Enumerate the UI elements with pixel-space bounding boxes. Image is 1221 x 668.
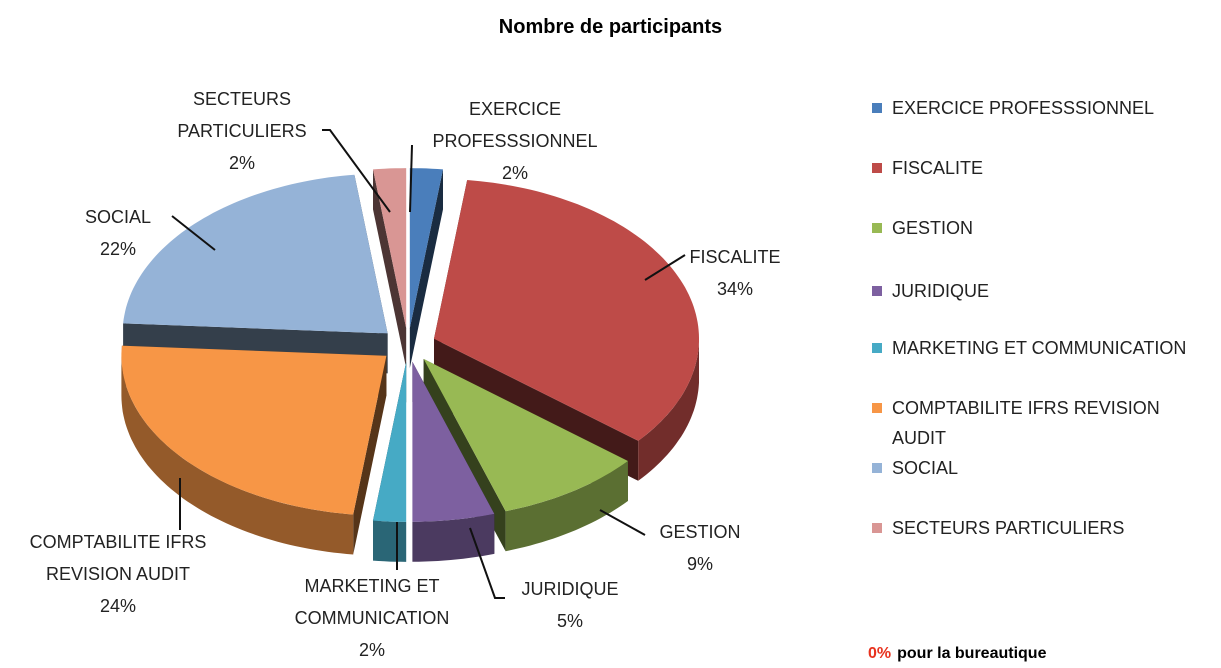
data-label-value: 2%	[501, 163, 528, 183]
legend-swatch	[872, 286, 882, 296]
data-label: SECTEURS PARTICULIERS 2%	[172, 83, 312, 179]
data-label-name: MARKETING ET COMMUNICATION	[294, 576, 450, 628]
data-label-name: GESTION	[659, 522, 741, 542]
legend-swatch	[872, 403, 882, 413]
data-label-value: 2%	[228, 153, 255, 173]
slice	[123, 174, 388, 334]
slice-wall	[412, 513, 495, 562]
legend-item: MARKETING ET COMMUNICATION	[872, 333, 1212, 363]
leader-line	[599, 509, 646, 536]
leader-line	[322, 129, 391, 213]
leader-line	[469, 527, 505, 599]
annotation-value: 0%	[868, 645, 892, 662]
legend-item: FISCALITE	[872, 153, 1212, 183]
data-label: GESTION 9%	[640, 516, 760, 580]
data-label: SOCIAL 22%	[73, 201, 163, 265]
legend-label: GESTION	[892, 218, 974, 238]
data-label-name: JURIDIQUE	[521, 579, 619, 599]
slice-side	[409, 169, 443, 369]
data-label-value: 9%	[686, 554, 713, 574]
data-label-value: 22%	[99, 239, 137, 259]
slice	[412, 361, 495, 522]
legend-item: SOCIAL	[872, 453, 1212, 483]
data-label: FISCALITE 34%	[675, 241, 795, 305]
leader-line	[409, 144, 413, 213]
slice-wall	[505, 461, 628, 552]
legend-swatch	[872, 103, 882, 113]
legend-swatch	[872, 223, 882, 233]
legend-label: SECTEURS PARTICULIERS	[892, 518, 1125, 538]
slice	[373, 361, 407, 522]
slice-side	[353, 355, 387, 555]
slice-side	[373, 169, 407, 369]
data-label: JURIDIQUE 5%	[505, 573, 635, 637]
leader-line	[644, 254, 686, 281]
legend-swatch	[872, 523, 882, 533]
slice-wall	[121, 355, 354, 555]
data-label-value: 5%	[556, 611, 583, 631]
legend-label: MARKETING ET COMMUNICATION	[892, 338, 1187, 358]
legend-swatch	[872, 463, 882, 473]
legend-item: EXERCICE PROFESSSIONNEL	[872, 93, 1212, 123]
legend-swatch	[872, 343, 882, 353]
legend-item: SECTEURS PARTICULIERS	[872, 513, 1212, 543]
legend-swatch	[872, 163, 882, 173]
legend-label: FISCALITE	[892, 158, 984, 178]
data-label-name: SECTEURS PARTICULIERS	[177, 89, 307, 141]
annotation: 0% pour la bureautique	[868, 645, 1046, 663]
slice	[434, 180, 699, 441]
slice	[409, 168, 443, 329]
legend-label: JURIDIQUE	[892, 281, 990, 301]
data-label-name: COMPTABILITE IFRS REVISION AUDIT	[29, 532, 207, 584]
legend-item: JURIDIQUE	[872, 276, 1212, 306]
data-label-value: 2%	[358, 640, 385, 660]
slice-wall	[638, 338, 699, 481]
data-label-name: SOCIAL	[84, 207, 152, 227]
slice	[121, 345, 387, 515]
slice	[423, 359, 628, 512]
data-label-name: FISCALITE	[689, 247, 781, 267]
legend-label: COMPTABILITE IFRS REVISION AUDIT	[892, 398, 1160, 448]
data-label: COMPTABILITE IFRS REVISION AUDIT 24%	[0, 526, 238, 622]
data-label: MARKETING ET COMMUNICATION 2%	[267, 570, 477, 666]
data-label-value: 24%	[99, 596, 137, 616]
annotation-text: pour la bureautique	[897, 645, 1047, 662]
legend-label: SOCIAL	[892, 458, 959, 478]
legend-label: EXERCICE PROFESSSIONNEL	[892, 98, 1155, 118]
data-label-name: EXERCICE PROFESSSIONNEL	[432, 99, 598, 151]
chart-title: Nombre de participants	[498, 16, 723, 38]
legend-item: GESTION	[872, 213, 1212, 243]
legend-item: COMPTABILITE IFRS REVISION AUDIT	[872, 393, 1212, 453]
leader-line	[171, 215, 216, 251]
data-label-value: 34%	[716, 279, 754, 299]
slice-wall	[373, 520, 407, 562]
slice	[373, 168, 407, 329]
data-label: EXERCICE PROFESSSIONNEL 2%	[430, 93, 600, 189]
